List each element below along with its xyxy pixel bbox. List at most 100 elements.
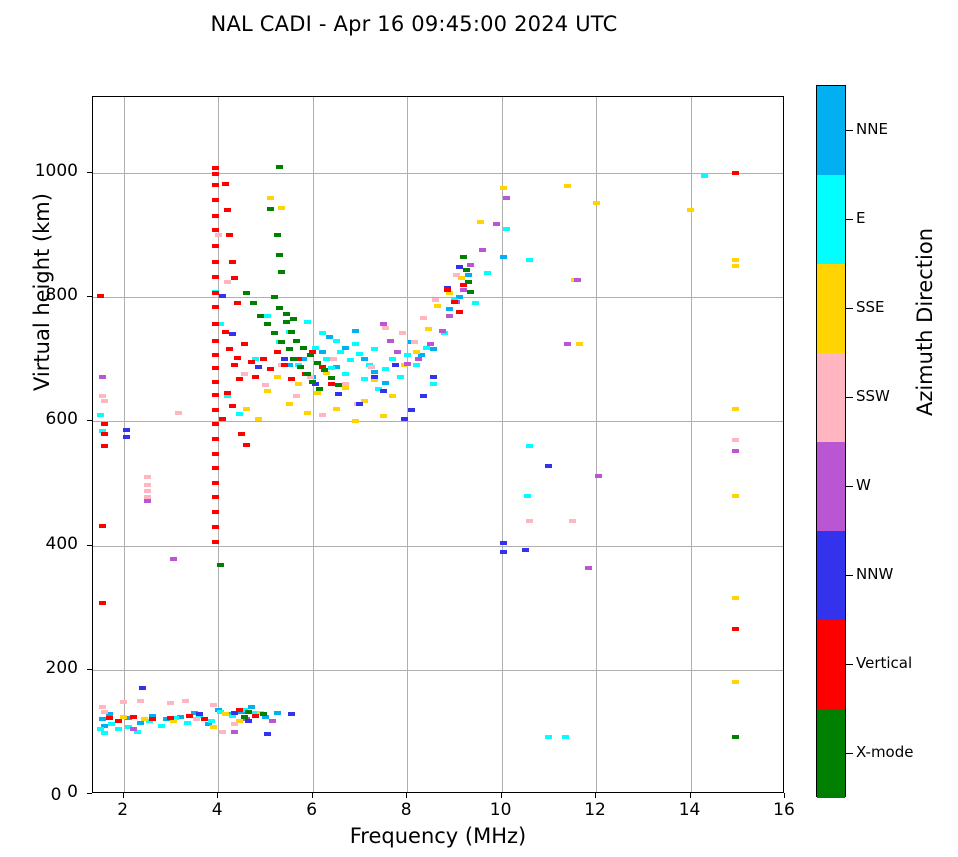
data-point-vertical xyxy=(212,393,220,398)
data-point-sse xyxy=(434,303,442,308)
data-point-vertical xyxy=(231,276,239,281)
data-point-vertical xyxy=(101,421,109,426)
data-point-x-mode xyxy=(290,317,298,322)
data-point-vertical xyxy=(731,627,739,632)
data-point-ssw xyxy=(292,394,300,399)
data-point-x-mode xyxy=(283,312,291,317)
data-point-sse xyxy=(332,406,340,411)
data-point-nnw xyxy=(335,391,343,396)
data-point-sse xyxy=(576,342,584,347)
data-point-vertical xyxy=(228,260,236,265)
data-point-ssw xyxy=(219,729,227,734)
y-axis-tick xyxy=(87,420,92,422)
data-point-ssw xyxy=(231,722,239,727)
data-point-e xyxy=(323,357,331,362)
data-point-sse xyxy=(235,718,243,723)
data-point-x-mode xyxy=(217,563,225,568)
gridline-horizontal xyxy=(93,545,783,547)
x-axis-tick xyxy=(784,793,785,798)
data-point-vertical xyxy=(226,347,234,352)
data-point-nnw xyxy=(280,357,288,362)
x-axis-tick xyxy=(217,793,219,798)
data-point-ssw xyxy=(420,316,428,321)
data-point-x-mode xyxy=(297,364,305,369)
data-point-e xyxy=(311,345,319,350)
data-point-e xyxy=(108,722,116,727)
data-point-sse xyxy=(209,724,217,729)
colorbar-label-w: W xyxy=(856,475,871,494)
data-point-vertical xyxy=(266,367,274,372)
data-point-nnw xyxy=(245,718,253,723)
data-point-nne xyxy=(361,357,369,362)
colorbar-tick xyxy=(846,218,853,220)
data-point-w xyxy=(564,342,572,347)
y-axis-tick xyxy=(87,544,92,546)
data-point-nnw xyxy=(287,712,295,717)
colorbar-title: Azimuth Direction xyxy=(913,227,937,417)
data-point-e xyxy=(96,413,104,418)
data-point-nne xyxy=(325,335,333,340)
gridline-horizontal xyxy=(93,421,783,423)
x-axis-tick-label: 8 xyxy=(400,800,412,820)
data-point-ssw xyxy=(330,357,338,362)
data-point-x-mode xyxy=(259,712,267,717)
data-point-vertical xyxy=(450,300,458,304)
data-point-nne xyxy=(273,711,281,716)
data-point-sse xyxy=(120,714,128,719)
data-point-e xyxy=(240,707,248,712)
y-axis-tick xyxy=(87,668,92,670)
x-axis-title: Frequency (MHz) xyxy=(349,824,527,848)
data-point-e xyxy=(545,734,553,739)
data-point-nne xyxy=(101,723,109,728)
data-point-e xyxy=(370,347,378,352)
y-axis-tick-label: 0 xyxy=(67,782,78,802)
data-point-vertical xyxy=(318,364,326,369)
y-axis-tick-label: 1000 xyxy=(34,160,78,181)
colorbar-segment-e xyxy=(817,175,845,264)
data-point-nne xyxy=(205,722,213,727)
data-point-e xyxy=(356,352,364,357)
data-point-sse xyxy=(285,401,293,406)
data-point-w xyxy=(415,357,423,362)
data-point-e xyxy=(450,297,458,302)
data-point-e xyxy=(526,444,534,449)
data-point-x-mode xyxy=(271,295,279,300)
data-point-e xyxy=(351,342,359,347)
data-point-vertical xyxy=(212,539,220,544)
data-point-e xyxy=(561,734,569,739)
data-point-vertical xyxy=(252,713,260,718)
x-axis-tick xyxy=(311,793,313,798)
data-point-nnw xyxy=(264,732,272,737)
data-point-e xyxy=(422,345,430,350)
data-point-vertical xyxy=(212,198,220,203)
data-point-nnw xyxy=(195,712,203,717)
data-point-x-mode xyxy=(278,270,286,275)
data-point-sse xyxy=(731,257,739,262)
data-point-x-mode xyxy=(320,368,328,373)
data-point-sse xyxy=(564,184,572,189)
data-point-vertical xyxy=(233,355,241,360)
data-point-e xyxy=(472,301,480,306)
data-point-sse xyxy=(731,493,739,498)
data-point-vertical xyxy=(212,421,220,426)
gridline-vertical xyxy=(596,97,598,792)
data-point-ssw xyxy=(382,326,390,331)
data-point-vertical xyxy=(186,713,194,718)
data-point-nne xyxy=(106,712,114,717)
data-point-e xyxy=(134,729,142,734)
data-point-nne xyxy=(382,380,390,385)
data-point-vertical xyxy=(212,227,220,232)
data-point-x-mode xyxy=(250,301,258,306)
data-point-vertical xyxy=(240,342,248,347)
data-point-sse xyxy=(254,416,262,421)
colorbar-tick xyxy=(846,396,853,398)
data-point-vertical xyxy=(252,374,260,379)
data-point-e xyxy=(217,322,225,327)
data-point-nnw xyxy=(370,374,378,379)
x-axis-tick xyxy=(406,793,408,798)
data-point-sse xyxy=(141,717,149,722)
data-point-w xyxy=(573,277,581,282)
data-point-e xyxy=(389,357,397,362)
data-point-x-mode xyxy=(292,338,300,343)
data-point-ssw xyxy=(306,374,314,379)
